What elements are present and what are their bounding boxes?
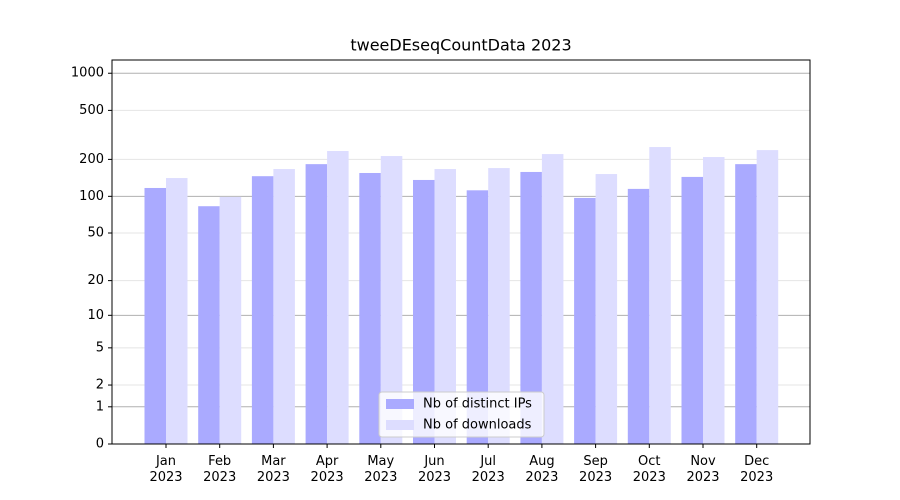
x-tick-label: Jul 2023 xyxy=(472,454,505,485)
bar xyxy=(756,150,779,444)
bar xyxy=(703,157,725,444)
chart-title: tweeDEseqCountData 2023 xyxy=(350,36,571,55)
x-tick-label: Jan 2023 xyxy=(149,454,182,485)
x-tick-label: Aug 2023 xyxy=(525,454,558,485)
x-tick-label-line: Dec xyxy=(744,454,769,469)
legend-label: Nb of downloads xyxy=(423,418,532,433)
legend: Nb of distinct IPs Nb of downloads xyxy=(378,391,545,438)
x-tick-label-line: 2023 xyxy=(257,470,290,485)
y-tick-label: 50 xyxy=(87,225,104,240)
x-tick-label-line: Jan xyxy=(155,454,176,469)
x-tick-label-line: 2023 xyxy=(203,470,236,485)
x-tick-label: Apr 2023 xyxy=(311,454,344,485)
x-tick-label-line: 2023 xyxy=(311,470,344,485)
bar xyxy=(273,169,295,444)
x-tick-label-line: Oct xyxy=(638,454,660,469)
bar xyxy=(488,168,510,445)
bar xyxy=(144,187,166,445)
x-tick-label-line: Apr xyxy=(316,454,339,469)
x-tick-label-line: Sep xyxy=(583,454,608,469)
bar xyxy=(595,174,618,444)
y-tick-label: 20 xyxy=(87,273,104,288)
bar xyxy=(166,178,188,444)
x-tick-label: May 2023 xyxy=(364,454,397,485)
bar xyxy=(681,176,703,444)
bar xyxy=(219,196,242,444)
x-tick-label-line: 2023 xyxy=(633,470,666,485)
bar xyxy=(305,164,328,444)
x-tick-label: Mar 2023 xyxy=(257,454,290,485)
x-tick-label-line: 2023 xyxy=(525,470,558,485)
bar xyxy=(649,147,671,445)
x-tick-label-line: 2023 xyxy=(472,470,505,485)
x-tick-label-line: Aug xyxy=(529,454,554,469)
bar xyxy=(520,171,542,444)
x-tick-label: Nov 2023 xyxy=(686,454,719,485)
x-tick-label-line: 2023 xyxy=(686,470,719,485)
x-tick-label: Feb 2023 xyxy=(203,454,236,485)
x-tick-label: Dec 2023 xyxy=(740,454,773,485)
y-tick-label: 1000 xyxy=(71,66,104,81)
y-tick-label: 500 xyxy=(79,103,104,118)
y-tick-label: 1 xyxy=(96,399,104,414)
legend-swatch xyxy=(386,420,414,430)
x-tick-label-line: Nov xyxy=(690,454,716,469)
bar xyxy=(466,190,489,444)
x-tick-label-line: 2023 xyxy=(418,470,451,485)
x-tick-label-line: 2023 xyxy=(149,470,182,485)
x-tick-label-line: Mar xyxy=(261,454,286,469)
x-tick-label-line: 2023 xyxy=(579,470,612,485)
bar xyxy=(735,164,757,444)
x-tick-label: Sep 2023 xyxy=(579,454,612,485)
y-tick-label: 2 xyxy=(96,378,104,393)
bar xyxy=(359,172,381,444)
x-tick-label-line: May xyxy=(367,454,394,469)
x-tick-label-line: 2023 xyxy=(364,470,397,485)
bar xyxy=(541,154,564,445)
bar xyxy=(574,197,596,444)
bar xyxy=(198,206,220,444)
x-tick-label-line: 2023 xyxy=(740,470,773,485)
legend-box xyxy=(378,391,545,438)
bar xyxy=(251,176,274,444)
y-tick-label: 0 xyxy=(96,437,104,452)
x-tick-label-line: Feb xyxy=(208,454,231,469)
bar xyxy=(413,179,435,444)
x-tick-label-line: Jul xyxy=(479,454,496,469)
x-tick-label-line: Jun xyxy=(423,454,444,469)
y-tick-label: 100 xyxy=(79,189,104,204)
bar xyxy=(434,169,456,444)
y-tick-label: 5 xyxy=(96,340,104,355)
legend-swatch xyxy=(386,399,414,409)
plot-frame xyxy=(111,59,811,445)
legend-label: Nb of distinct IPs xyxy=(423,397,532,412)
y-tick-label: 200 xyxy=(79,152,104,167)
x-tick-label: Oct 2023 xyxy=(633,454,666,485)
bar xyxy=(327,151,349,445)
x-tick-label: Jun 2023 xyxy=(418,454,451,485)
bar xyxy=(627,188,650,444)
y-tick-label: 10 xyxy=(87,308,104,323)
bar xyxy=(380,156,403,445)
